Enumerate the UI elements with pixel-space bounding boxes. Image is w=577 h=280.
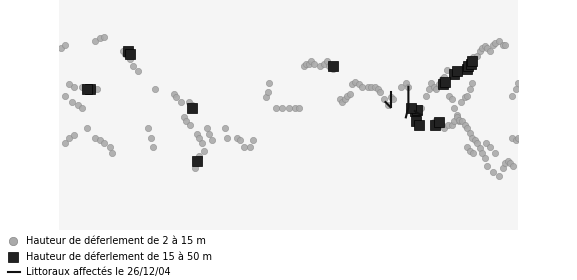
Text: Littoraux affectés le 26/12/04: Littoraux affectés le 26/12/04 (26, 267, 171, 277)
Text: Hauteur de déferlement de 15 à 50 m: Hauteur de déferlement de 15 à 50 m (26, 252, 212, 262)
Text: Hauteur de déferlement de 2 à 15 m: Hauteur de déferlement de 2 à 15 m (26, 236, 206, 246)
